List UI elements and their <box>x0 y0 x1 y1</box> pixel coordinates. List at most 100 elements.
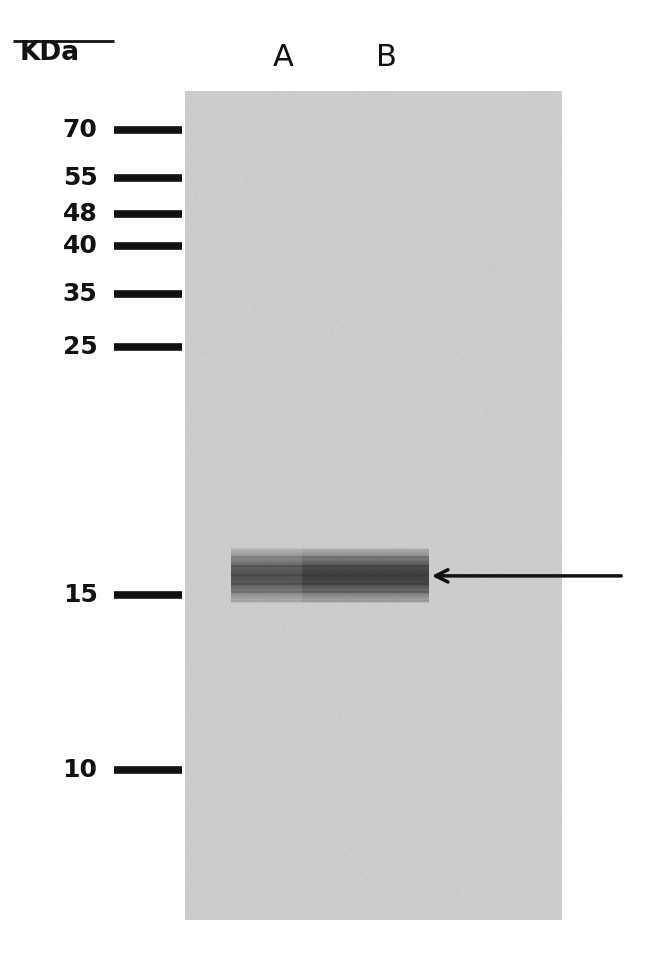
Point <box>517 593 528 609</box>
Point <box>523 615 534 631</box>
Point <box>198 253 208 269</box>
Point <box>532 401 543 416</box>
Point <box>428 661 439 676</box>
Point <box>456 490 466 506</box>
Point <box>406 389 417 404</box>
Point <box>463 400 473 415</box>
Point <box>439 687 450 702</box>
Point <box>198 382 208 398</box>
Point <box>192 715 202 730</box>
Point <box>347 307 358 323</box>
Point <box>526 85 536 100</box>
Point <box>271 845 281 860</box>
Point <box>552 669 563 685</box>
Point <box>406 501 416 516</box>
Point <box>406 236 417 251</box>
Point <box>543 812 554 827</box>
Point <box>324 867 335 882</box>
Point <box>436 293 447 308</box>
Point <box>441 342 452 357</box>
Point <box>233 578 243 593</box>
Point <box>189 622 200 638</box>
Point <box>382 399 393 414</box>
Point <box>428 360 439 376</box>
Point <box>534 451 544 466</box>
Point <box>482 866 493 881</box>
Point <box>281 707 292 722</box>
Point <box>420 794 430 809</box>
Point <box>497 616 507 632</box>
Point <box>351 429 361 445</box>
Point <box>469 282 480 298</box>
Point <box>396 375 406 390</box>
Point <box>489 370 500 385</box>
Point <box>542 119 552 135</box>
Point <box>328 502 338 517</box>
Point <box>550 191 560 206</box>
Point <box>349 842 359 857</box>
Point <box>281 563 292 579</box>
Point <box>495 440 506 455</box>
Point <box>288 720 298 736</box>
Point <box>293 128 304 143</box>
Point <box>503 492 514 508</box>
Point <box>385 87 396 102</box>
Point <box>313 877 324 893</box>
Point <box>445 831 456 846</box>
Point <box>361 884 372 899</box>
Point <box>202 584 212 599</box>
Point <box>325 536 335 552</box>
Point <box>472 157 482 172</box>
Point <box>342 834 352 849</box>
Point <box>187 632 197 647</box>
Point <box>390 629 400 644</box>
Point <box>368 368 378 383</box>
Point <box>422 585 433 600</box>
Point <box>191 696 202 712</box>
Point <box>484 425 494 440</box>
Point <box>441 566 451 582</box>
Point <box>205 883 215 898</box>
Point <box>436 230 446 246</box>
Point <box>509 529 519 544</box>
Point <box>269 483 280 499</box>
Point <box>517 218 527 233</box>
Point <box>485 356 495 372</box>
Point <box>338 681 348 696</box>
Point <box>250 836 260 851</box>
Point <box>280 149 291 165</box>
Point <box>183 553 194 568</box>
Point <box>535 193 545 208</box>
Point <box>367 664 378 680</box>
Point <box>285 298 296 313</box>
Point <box>278 790 289 805</box>
Point <box>443 524 453 539</box>
Point <box>369 128 380 143</box>
Point <box>365 127 376 143</box>
Point <box>341 529 351 544</box>
Point <box>512 415 522 430</box>
Point <box>476 755 487 770</box>
Point <box>484 177 494 193</box>
Point <box>404 497 414 512</box>
Point <box>488 184 498 199</box>
Point <box>497 548 508 563</box>
Point <box>304 91 314 107</box>
Point <box>280 788 290 803</box>
Point <box>447 106 457 121</box>
Point <box>384 669 395 685</box>
Point <box>303 858 313 873</box>
Point <box>213 390 224 405</box>
Point <box>320 707 331 722</box>
Point <box>454 747 464 763</box>
Point <box>530 142 541 157</box>
Point <box>482 491 492 507</box>
Point <box>408 303 419 319</box>
Point <box>356 866 367 881</box>
Point <box>415 374 426 389</box>
Point <box>514 600 525 615</box>
Point <box>220 156 231 171</box>
Point <box>332 664 343 680</box>
Point <box>320 773 331 789</box>
Point <box>532 599 542 614</box>
